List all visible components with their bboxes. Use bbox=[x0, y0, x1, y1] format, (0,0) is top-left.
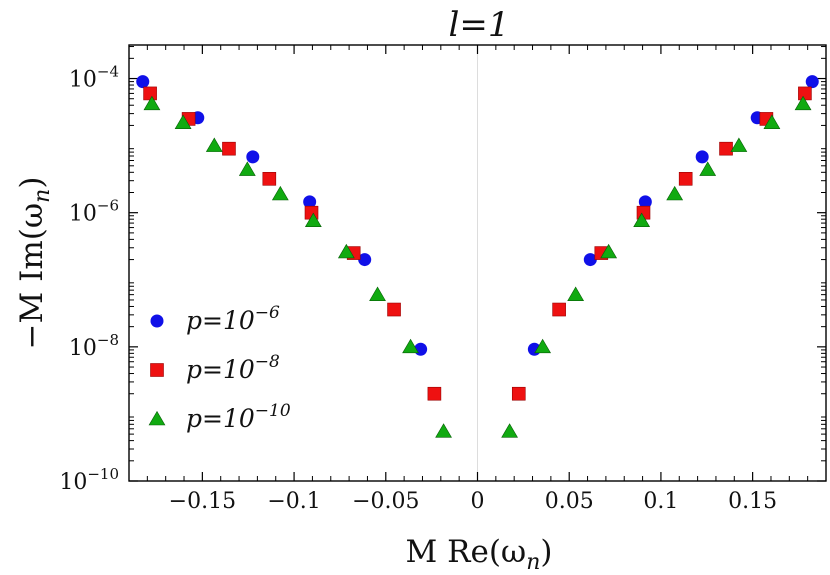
data-point-triangle bbox=[794, 95, 812, 111]
data-point-circle bbox=[246, 150, 260, 164]
data-point-square bbox=[511, 386, 526, 401]
data-point-triangle bbox=[337, 243, 355, 259]
data-point-triangle bbox=[174, 114, 192, 129]
data-point-circle bbox=[583, 253, 597, 267]
y-tick-label: 10−4 bbox=[69, 63, 119, 93]
data-point-triangle bbox=[238, 161, 256, 176]
data-point-square bbox=[552, 302, 566, 317]
data-point-triangle bbox=[402, 338, 419, 354]
legend-label: p=10−8 bbox=[186, 352, 280, 384]
data-point-circle bbox=[358, 253, 372, 267]
data-point-square bbox=[798, 86, 812, 101]
legend-marker-circle bbox=[150, 314, 164, 328]
data-point-circle bbox=[695, 150, 709, 164]
x-tick-label: −0.05 bbox=[352, 489, 419, 514]
data-point-triangle bbox=[567, 286, 585, 301]
x-tick-label: −0.1 bbox=[267, 489, 320, 514]
legend-marker-triangle bbox=[148, 410, 166, 426]
data-point-triangle bbox=[633, 212, 651, 227]
data-point-square bbox=[143, 86, 157, 101]
x-tick-label: 0 bbox=[471, 489, 485, 514]
data-point-triangle bbox=[666, 185, 684, 201]
data-point-square bbox=[262, 172, 277, 186]
x-tick-label: 0.1 bbox=[643, 489, 678, 514]
x-axis-label: M Re(ωn) bbox=[406, 534, 553, 575]
data-point-triangle bbox=[699, 161, 717, 176]
y-tick-label: 10−8 bbox=[69, 331, 119, 361]
data-point-circle bbox=[136, 75, 150, 89]
data-point-triangle bbox=[763, 114, 781, 129]
x-tick-label: 0.05 bbox=[545, 489, 594, 514]
data-point-triangle bbox=[534, 338, 552, 354]
data-point-circle bbox=[303, 195, 317, 209]
x-tick-label: −0.15 bbox=[169, 489, 236, 514]
data-point-square bbox=[678, 172, 693, 186]
legend-label: p=10−10 bbox=[186, 401, 291, 433]
data-point-triangle bbox=[143, 95, 161, 111]
legend-marker-square bbox=[150, 363, 164, 377]
data-point-square bbox=[222, 141, 236, 156]
data-point-triangle bbox=[304, 212, 322, 227]
y-tick-label: 10−6 bbox=[69, 197, 119, 227]
data-point-square bbox=[719, 141, 733, 156]
data-point-triangle bbox=[501, 423, 518, 438]
data-point-circle bbox=[638, 195, 652, 209]
data-point-triangle bbox=[730, 137, 748, 152]
data-point-triangle bbox=[435, 423, 452, 438]
data-point-triangle bbox=[271, 185, 289, 201]
y-tick-label: 10−10 bbox=[59, 465, 119, 495]
y-axis-label: −M Im(ωn) bbox=[14, 177, 55, 350]
legend-label: p=10−6 bbox=[186, 303, 280, 335]
data-point-square bbox=[427, 386, 442, 401]
data-point-circle bbox=[805, 75, 819, 89]
data-point-square bbox=[387, 302, 401, 317]
data-point-triangle bbox=[600, 243, 618, 259]
data-point-triangle bbox=[205, 137, 223, 152]
data-point-triangle bbox=[369, 286, 386, 301]
x-tick-label: 0.15 bbox=[728, 489, 777, 514]
chart-title: l=1 bbox=[449, 5, 510, 45]
